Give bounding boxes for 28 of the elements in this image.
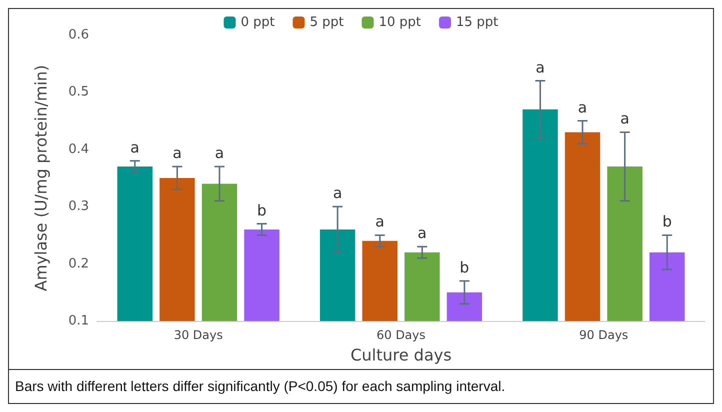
y-tick-label: 0.4 xyxy=(68,142,89,157)
data-label: a xyxy=(536,58,545,76)
x-tick-label: 30 Days xyxy=(174,328,223,342)
y-axis-title: Amylase (U/mg protein/min) xyxy=(32,64,50,292)
data-label: a xyxy=(332,184,342,202)
data-label: a xyxy=(578,98,588,116)
y-tick-label: 0.6 xyxy=(68,28,89,42)
y-tick-label: 0.3 xyxy=(68,199,89,214)
legend-label: 0 ppt xyxy=(240,15,275,30)
data-label: a xyxy=(620,110,630,128)
data-label: a xyxy=(214,144,224,162)
x-tick-label: 60 Days xyxy=(376,328,426,342)
legend-label: 5 ppt xyxy=(310,15,344,30)
y-tick-label: 0.5 xyxy=(68,84,89,100)
data-label: a xyxy=(375,212,384,231)
data-label: a xyxy=(418,224,427,242)
data-label: b xyxy=(460,258,470,276)
text: Bars with different letters differ significantly (P<0.05) for each sampling interval. xyxy=(9,369,713,402)
data-label: b xyxy=(257,201,267,220)
y-tick-label: 0.2 xyxy=(68,256,89,272)
data-label: a xyxy=(130,138,140,156)
x-axis-title: Culture days xyxy=(350,346,452,364)
legend-label: 10 ppt xyxy=(378,15,422,30)
legend-label: 15 ppt xyxy=(456,15,498,30)
y-tick-label: 0.1 xyxy=(68,314,89,328)
x-tick-label: 90 Days xyxy=(579,328,628,342)
data-label: b xyxy=(662,212,672,231)
data-label: a xyxy=(172,144,182,162)
